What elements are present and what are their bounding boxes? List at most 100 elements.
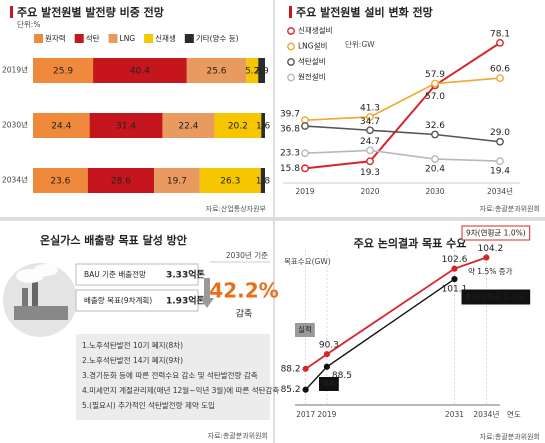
value-label: 104.2: [477, 244, 503, 254]
list-item: 3.경기둔화 등에 따른 전력수요 감소 및 석탄발전량 감축: [82, 370, 258, 380]
point: [301, 122, 309, 130]
illustration: [32, 282, 38, 318]
annotation: 실적: [298, 324, 312, 334]
point: [301, 164, 309, 173]
point: [302, 386, 309, 393]
value-label: 5.2: [245, 67, 259, 77]
illustration: [22, 288, 28, 318]
legend-label: 9차(연평균 1.0%): [466, 228, 526, 238]
list-item: 1.노후석탄발전 10기 폐지(8차): [82, 340, 183, 350]
series-line: [305, 256, 487, 370]
point: [366, 113, 374, 121]
series-line: [305, 278, 455, 391]
value-label: 28.6: [111, 177, 131, 187]
bar-segment: [154, 168, 200, 193]
point: [366, 157, 374, 166]
row-label: 배출량 목표(9차계획): [84, 295, 152, 305]
value-label: 1.6: [256, 122, 271, 132]
value-label: 24.7: [360, 137, 380, 147]
point: [496, 74, 504, 82]
legend-label: 석탄: [86, 33, 100, 43]
y-tick-label: 2030년: [2, 120, 28, 130]
bar-segment: [89, 113, 163, 138]
series-line: [304, 77, 501, 121]
annotation: 약 1.5% 증가: [468, 266, 513, 276]
point: [483, 254, 490, 261]
value-label: 57.9: [425, 70, 445, 80]
value-label: 29.0: [490, 128, 510, 138]
bar-segment: [87, 168, 155, 193]
value-label: 23.3: [280, 149, 300, 159]
value-label: 2.9: [254, 67, 269, 77]
value-label: 41.3: [360, 103, 380, 113]
annotation-box: [319, 377, 339, 391]
chart-title: 주요 논의결과 목표 수요: [354, 236, 467, 250]
value-label: 32.6: [425, 121, 445, 131]
basis: 2030년 기준: [226, 250, 268, 260]
value-label: 20.4: [425, 165, 445, 175]
row-label: BAU 기준 배출전망: [84, 269, 146, 279]
legend-label: 기타(양수 등): [196, 34, 239, 43]
legend-swatch: [184, 34, 194, 43]
point: [451, 265, 458, 272]
bar-segment: [33, 113, 90, 138]
row-box: [75, 289, 199, 312]
x-tick-label: 2034년: [487, 186, 513, 196]
illustration: [14, 306, 68, 320]
value-label: 19.7: [167, 177, 187, 187]
source: 자료:총괄분과위원회: [208, 431, 268, 440]
list-item: 4.미세먼지 계절관리제(매년 12월~익년 3월)에 따른 석탄감축: [82, 385, 279, 395]
legend-swatch: [74, 34, 84, 43]
legend-swatch: [144, 34, 154, 43]
ghg-panel: 온실가스 배출량 목표 달성 방안 2030년 기준 BAU 기준 배출전망 3…: [3, 233, 279, 440]
list-box: [76, 334, 270, 420]
legend-label: 석탄설비: [298, 56, 326, 66]
value-label: 78.1: [490, 29, 510, 39]
value-label: 39.7: [280, 110, 300, 120]
x-tick-label: 2019: [317, 410, 336, 419]
value-label: 15.8: [280, 164, 300, 174]
row-box: [75, 263, 199, 286]
list-item: 5.(필요시) 추가적인 석탄발전량 제약 도입: [82, 400, 215, 410]
point: [302, 365, 309, 372]
annotation-box: [295, 323, 315, 337]
legend-label: LNG: [120, 34, 136, 43]
bar-segment: [260, 168, 265, 193]
legend-label: 원전설비: [298, 72, 326, 82]
bar-segment: [93, 58, 187, 83]
series-line: [304, 125, 501, 143]
annotation: 예측: [322, 378, 336, 388]
point: [323, 363, 330, 370]
value-label: 20.2: [228, 122, 248, 132]
title-accent: [10, 6, 13, 18]
point: [496, 137, 504, 146]
bar-segment: [258, 58, 265, 83]
source: 자료:산업통상자원부: [206, 204, 267, 213]
list-item: 2.노후석탄발전 14기 폐지(9차): [82, 355, 183, 365]
arrow: [200, 278, 214, 308]
value-label: 24.4: [51, 122, 71, 132]
value-label: 102.6: [442, 255, 468, 265]
series-line: [304, 42, 501, 170]
value-label: 23.6: [50, 177, 70, 187]
point: [301, 149, 309, 158]
value-label: 88.5: [332, 371, 352, 381]
x-tick-label: 2019: [295, 187, 314, 196]
value-label: 60.6: [490, 65, 510, 75]
legend-marker: [287, 42, 295, 51]
reduction-label: 감축: [236, 308, 253, 320]
row-value: 1.93억톤: [166, 295, 205, 307]
row-value: 3.33억톤: [166, 269, 205, 281]
legend-label: 원자력: [45, 34, 66, 43]
point: [431, 79, 439, 88]
legend-label: 신재생설비: [298, 25, 333, 35]
value-label: 36.8: [280, 125, 300, 135]
legend-swatch: [34, 34, 43, 43]
point: [366, 146, 374, 155]
x-axis-label: 연도: [507, 410, 521, 419]
value-label: 19.3: [360, 168, 380, 178]
legend-label: 신재생: [155, 33, 176, 43]
y-tick-label: 2034년: [2, 175, 28, 185]
point: [496, 38, 504, 47]
